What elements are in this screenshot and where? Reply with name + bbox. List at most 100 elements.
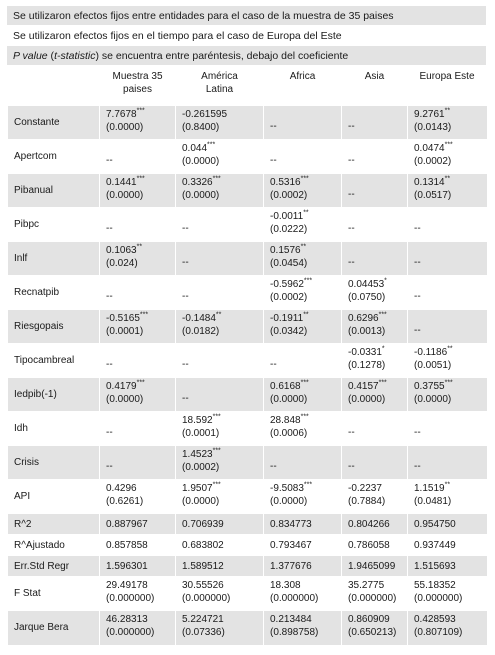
- coefficient-value: --: [348, 121, 355, 132]
- coefficient-value: 30.55526: [182, 580, 224, 591]
- table-cell: --: [407, 309, 487, 344]
- table-cell: --: [263, 445, 342, 480]
- coefficient-value: 0.5316: [270, 177, 301, 188]
- table-cell: --: [407, 241, 487, 276]
- table-cell: 0.887967: [99, 513, 176, 535]
- table-cell: --: [341, 411, 408, 446]
- coefficient-value: 1.9465099: [348, 560, 396, 572]
- coefficient-value: 0.1441: [106, 177, 137, 188]
- table-cell: -0.0331* (0.1278): [341, 343, 408, 378]
- coefficient-value: 1.596301: [106, 560, 148, 572]
- coefficient-value: 0.804266: [348, 518, 390, 530]
- coefficient-value: 0.954750: [414, 518, 456, 530]
- table-cell: 1.1519** (0.0481): [407, 479, 487, 514]
- p-value: (0.000000): [270, 593, 319, 604]
- table-cell: --: [99, 275, 176, 310]
- p-value: (0.0000): [182, 496, 220, 507]
- row-label: F Stat: [7, 576, 100, 611]
- significance-stars: ***: [139, 311, 149, 319]
- p-value: (0.000000): [182, 593, 231, 604]
- table-row: API 0.4296 (0.6261) 1.9507*** (0.0000) -9.508…: [7, 479, 487, 514]
- table-row: Jarque Bera 46.28313 (0.000000) 5.224721 (0.…: [7, 610, 487, 645]
- pvalue-italic: P value: [13, 50, 48, 62]
- coefficient-value: --: [182, 359, 189, 370]
- table-cell: 0.044*** (0.0000): [175, 139, 264, 174]
- coefficient-value: -0.2237: [348, 483, 382, 494]
- coefficient-value: 0.683802: [182, 539, 224, 551]
- p-value: (0.898758): [270, 627, 319, 638]
- table-cell: 0.428593 (0.807109): [407, 610, 487, 645]
- table-row: Pibanual 0.1441 *** (0.0000) 0.3326*** (0.000…: [7, 173, 487, 208]
- row-label: Inlf: [7, 241, 100, 276]
- coefficient-value: --: [106, 427, 113, 438]
- table-cell: --: [99, 445, 176, 480]
- table-cell: 9.2761** (0.0143): [407, 105, 487, 140]
- table-cell: -0.1911** (0.0342): [263, 309, 342, 344]
- coefficient-value: --: [270, 121, 277, 132]
- row-label: Jarque Bera: [7, 610, 100, 645]
- note-entity-fixed-effects: Se utilizaron efectos fijos entre entida…: [7, 6, 486, 26]
- coefficient-value: 1.377676: [270, 560, 312, 572]
- significance-stars: ***: [300, 379, 309, 387]
- p-value: (0.0342): [270, 326, 308, 337]
- table-cell: --: [341, 241, 408, 276]
- table-cell: -0.0011** (0.0222): [263, 207, 342, 242]
- p-value: (0.0000): [106, 190, 144, 201]
- p-value: (0.1278): [348, 360, 386, 371]
- table-row: Crisis -- 1.4523*** (0.0002) -- -- --: [7, 445, 487, 480]
- coefficient-value: --: [348, 461, 355, 472]
- header-asia: Asia: [364, 71, 385, 82]
- p-value: (0.8400): [182, 122, 220, 133]
- table-cell: -9.5083*** (0.0000): [263, 479, 342, 514]
- significance-stars: ***: [207, 141, 216, 149]
- coefficient-value: -0.5165: [106, 313, 140, 324]
- row-label: Crisis: [7, 445, 100, 480]
- row-label: Tipocambreal: [7, 343, 100, 378]
- note-pvalue: P value (t-statistic) se encuentra entre…: [7, 46, 486, 66]
- significance-stars: ***: [212, 413, 221, 421]
- coefficient-value: -0.1911: [270, 313, 304, 324]
- significance-stars: **: [303, 209, 309, 217]
- significance-stars: ***: [303, 277, 313, 285]
- results-table-block: Se utilizaron efectos fijos entre entida…: [7, 6, 487, 645]
- coefficient-value: --: [348, 223, 355, 234]
- coefficient-value: -0.1484: [182, 313, 216, 324]
- coefficient-value: --: [106, 359, 113, 370]
- p-value: (0.0000): [270, 394, 308, 405]
- significance-stars: ***: [378, 311, 387, 319]
- table-cell: --: [263, 139, 342, 174]
- coefficient-value: -0.1186: [414, 347, 448, 358]
- coefficient-value: 0.04453: [348, 279, 385, 290]
- p-value: (0.024): [106, 258, 138, 269]
- coefficient-value: 1.1519: [414, 483, 445, 494]
- p-value: (0.0006): [270, 428, 308, 439]
- row-label: Err.Std Regr: [7, 555, 100, 577]
- coefficient-value: --: [414, 427, 421, 438]
- table-cell: 1.9507*** (0.0000): [175, 479, 264, 514]
- significance-stars: ***: [300, 175, 309, 183]
- row-label: Pibanual: [7, 173, 100, 208]
- coefficient-value: 18.308: [270, 580, 301, 591]
- row-label: Idh: [7, 411, 100, 446]
- table-cell: 0.6168*** (0.0000): [263, 377, 342, 412]
- table-cell: --: [407, 275, 487, 310]
- pvalue-plain-b: ) se encuentra entre paréntesis, debajo …: [95, 50, 349, 62]
- row-label: R^Ajustado: [7, 534, 100, 556]
- table-cell: 0.4157*** (0.0000): [341, 377, 408, 412]
- p-value: (0.0750): [348, 292, 386, 303]
- coefficient-value: 0.1576: [270, 245, 301, 256]
- table-cell: 0.860909 (0.650213): [341, 610, 408, 645]
- coefficient-value: --: [348, 257, 355, 268]
- table-cell: --: [99, 207, 176, 242]
- table-row: Constante 7.7678*** (0.0000) -0.261595 (0.84…: [7, 105, 487, 140]
- coefficient-value: 0.428593: [414, 614, 456, 625]
- header-muestra-35: Muestra 35 paises: [112, 71, 163, 95]
- table-cell: 1.9465099: [341, 555, 408, 577]
- table-row: Riesgopais -0.5165*** (0.0001) -0.1484** (0.…: [7, 309, 487, 344]
- table-cell: 0.3326*** (0.0000): [175, 173, 264, 208]
- table-cell: --: [407, 411, 487, 446]
- significance-stars: *: [381, 345, 385, 353]
- table-row: R^2 0.887967 0.706939 0.834773 0.804266 0.954…: [7, 513, 487, 535]
- table-cell: 0.1314** (0.0517): [407, 173, 487, 208]
- coefficient-value: --: [106, 291, 113, 302]
